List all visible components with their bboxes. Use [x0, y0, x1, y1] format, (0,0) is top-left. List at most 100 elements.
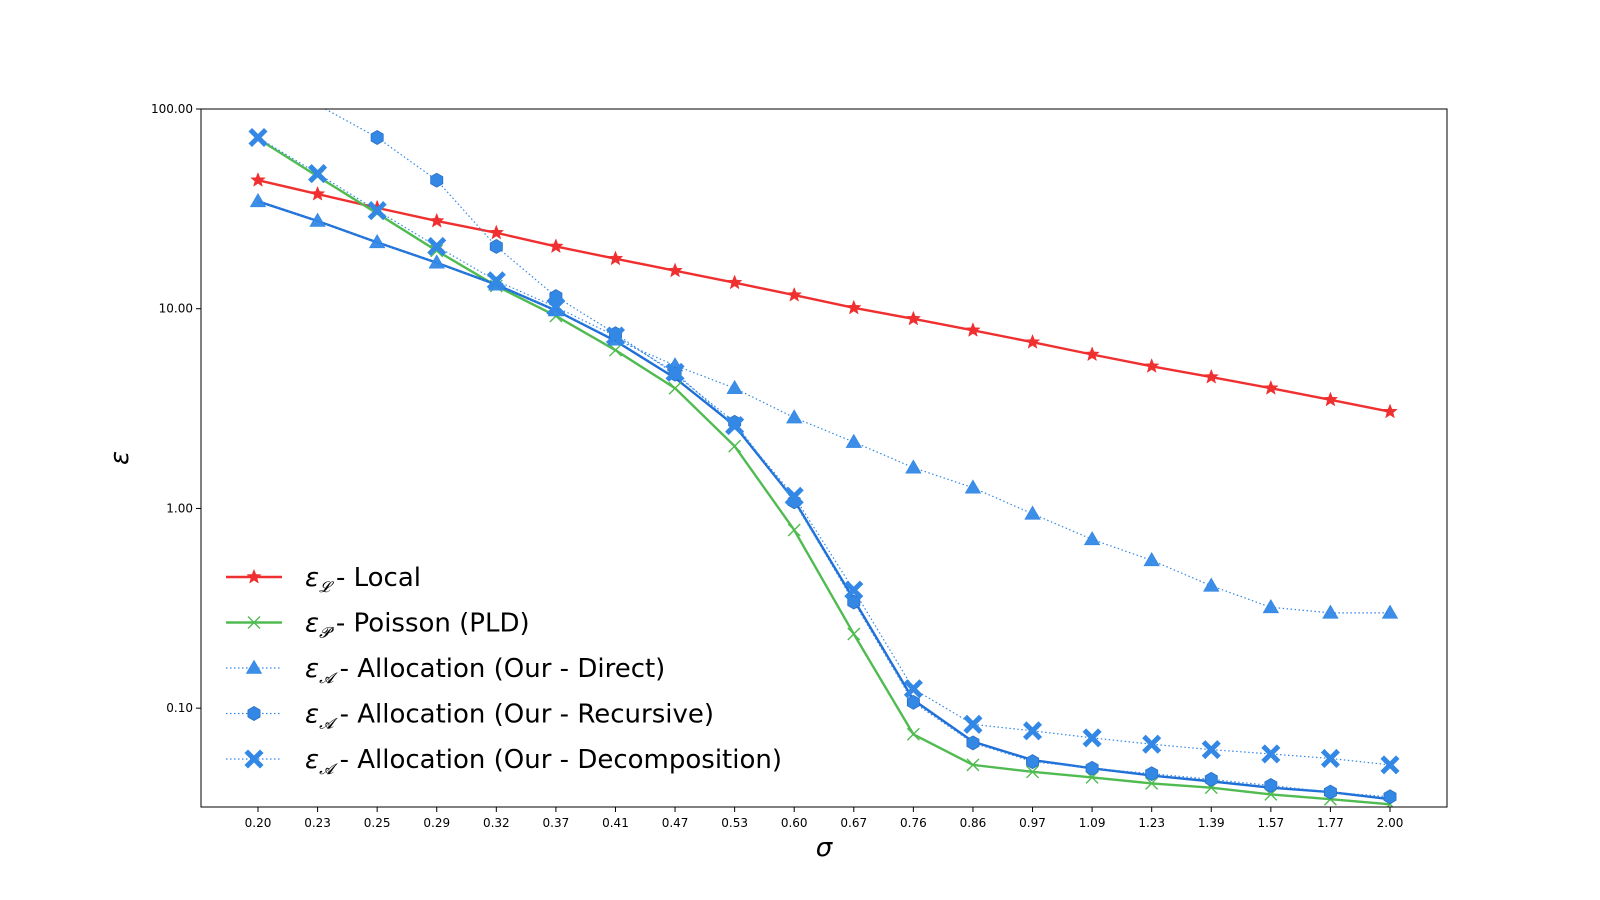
data-point [1203, 577, 1220, 592]
x-tick-label: 0.86 [960, 816, 987, 830]
data-point [906, 694, 920, 710]
data-point [844, 580, 864, 600]
data-point [667, 262, 683, 278]
data-point [1024, 505, 1041, 520]
legend-label: ε𝓐 - Allocation (Our - Decomposition) [305, 745, 782, 778]
data-point [966, 758, 980, 772]
data-point [430, 244, 444, 258]
data-point [309, 212, 326, 227]
data-point [486, 271, 506, 291]
legend-symbol: ε [305, 700, 319, 730]
x-tick-label: 0.41 [602, 816, 629, 830]
data-point [1383, 789, 1397, 805]
legend-text: - Local [336, 563, 421, 593]
x-tick-label: 0.76 [900, 816, 927, 830]
legend-item: ε𝓐 - Allocation (Our - Decomposition) [226, 745, 782, 778]
data-point [786, 409, 803, 424]
legend-marker [247, 706, 261, 721]
data-point [1261, 744, 1281, 764]
plot-area [201, 109, 1447, 807]
data-point [787, 523, 801, 537]
series-allocation-our-decomposition [248, 127, 1400, 775]
data-point [1022, 721, 1043, 741]
data-point [1262, 598, 1280, 614]
data-point [430, 172, 444, 188]
y-tick-label: 0.10 [166, 701, 193, 715]
legend-label: ε𝓟 - Poisson (PLD) [305, 609, 530, 642]
x-tick-label: 0.37 [543, 816, 570, 830]
data-point [1142, 734, 1162, 754]
data-point [249, 193, 267, 208]
legend-item: ε𝓐 - Allocation (Our - Recursive) [226, 700, 714, 733]
data-point [906, 727, 920, 741]
data-point [1145, 776, 1159, 790]
data-point [1143, 358, 1160, 373]
data-point [488, 224, 505, 240]
data-point [784, 486, 804, 506]
data-point [427, 236, 447, 256]
data-point [607, 250, 624, 266]
data-point [1264, 778, 1278, 793]
series-line [257, 136, 1391, 766]
legend-item: ε𝓐 - Allocation (Our - Direct) [226, 654, 665, 687]
data-point [489, 238, 503, 254]
data-point [370, 130, 384, 145]
series-local [250, 172, 1398, 419]
x-tick-label: 0.25 [364, 816, 391, 830]
data-point [608, 343, 622, 357]
legend-marker [247, 616, 261, 629]
data-point [548, 238, 564, 254]
data-point [1201, 740, 1221, 760]
y-tick-label: 1.00 [166, 501, 193, 515]
legend-marker [244, 749, 264, 769]
data-point [965, 322, 981, 337]
data-point [726, 379, 743, 395]
data-point [428, 212, 445, 228]
legend-label: ε𝓐 - Allocation (Our - Direct) [305, 654, 665, 687]
data-point [964, 479, 982, 494]
data-point [966, 735, 980, 751]
x-tick-label: 0.60 [781, 816, 808, 830]
legend-subscript: 𝓐 [319, 669, 338, 687]
legend-text: - Allocation (Our - Recursive) [340, 700, 714, 730]
data-point [665, 362, 685, 382]
data-point [1380, 755, 1400, 775]
data-point [1204, 771, 1218, 787]
approx-line [257, 200, 1391, 801]
legend-marker [246, 568, 262, 584]
y-axis-label: ε [105, 451, 135, 465]
y-tick-label: 10.00 [159, 302, 193, 316]
data-point [845, 433, 862, 448]
x-tick-label: 0.67 [840, 816, 867, 830]
data-point [1322, 391, 1339, 407]
legend-text: - Poisson (PLD) [336, 609, 530, 639]
data-point [668, 381, 682, 395]
plot-series [248, 109, 1400, 807]
x-tick-label: 1.39 [1198, 816, 1225, 830]
legend-marker [245, 659, 263, 674]
legend-text: - Allocation (Our - Decomposition) [340, 745, 782, 775]
axis-ticks: 0.20 0.23 0.25 0.29 0.32 0.37 0.41 0.47 0.53 0.60… [151, 102, 1403, 830]
legend-symbol: ε [305, 654, 319, 684]
data-point [1323, 784, 1337, 800]
legend-label: ε𝓐 - Allocation (Our - Recursive) [305, 700, 714, 733]
data-point [1085, 760, 1099, 776]
data-point [1381, 604, 1399, 619]
data-point [847, 627, 861, 641]
legend-label: ε𝓛 - Local [305, 563, 421, 596]
x-axis-label: σ [816, 833, 834, 863]
x-tick-label: 1.09 [1079, 816, 1106, 830]
series-poisson-pld [251, 132, 1397, 807]
data-point [1263, 380, 1279, 395]
data-point [309, 185, 326, 201]
legend-symbol: ε [305, 563, 319, 593]
data-point [1083, 531, 1101, 546]
data-point [250, 172, 266, 187]
data-point [728, 439, 742, 453]
x-tick-label: 1.77 [1317, 816, 1344, 830]
data-point [725, 416, 745, 436]
data-point [905, 459, 922, 474]
x-tick-label: 0.32 [483, 816, 510, 830]
x-tick-label: 1.57 [1257, 816, 1284, 830]
